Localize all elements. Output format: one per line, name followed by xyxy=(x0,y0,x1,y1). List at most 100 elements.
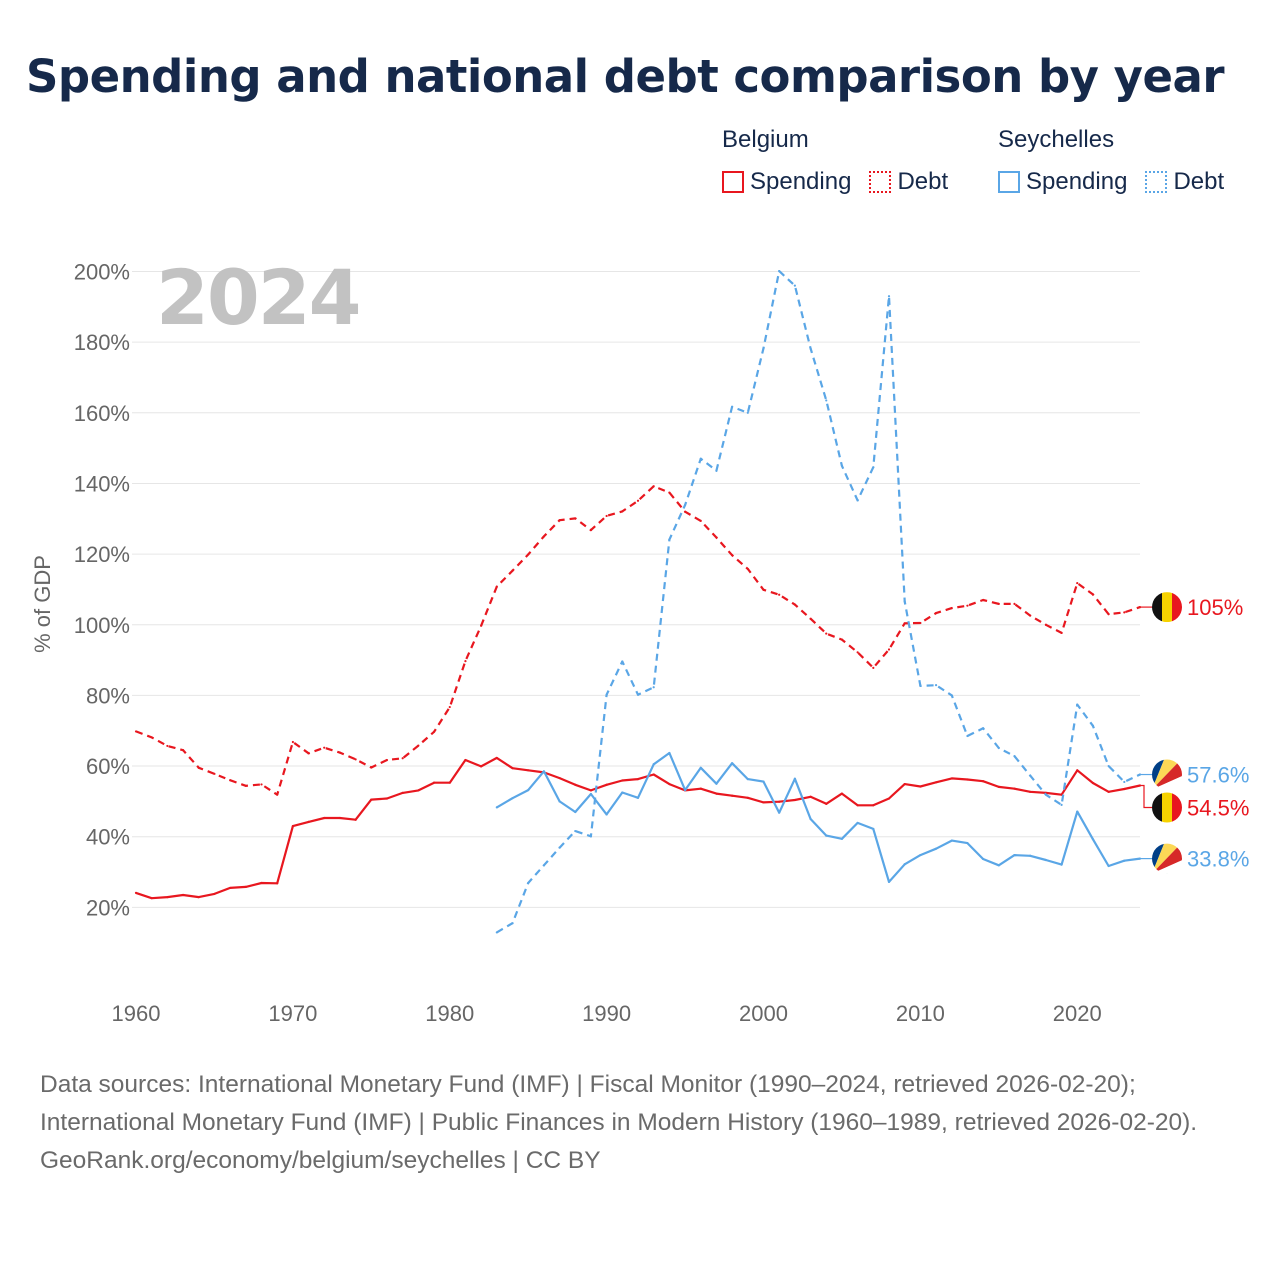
belgium-debt-point xyxy=(417,744,420,747)
belgium-spending-point xyxy=(307,820,310,823)
y-tick-label: 160% xyxy=(74,401,130,426)
belgium-spending-point xyxy=(715,792,718,795)
belgium-spending-point xyxy=(480,765,483,768)
seychelles-debt-point xyxy=(621,660,624,663)
belgium-spending-point xyxy=(244,885,247,888)
belgium-spending-point xyxy=(338,816,342,820)
belgium-spending-point xyxy=(150,897,153,900)
seychelles-spending-point xyxy=(997,864,1000,867)
belgium-spending-point xyxy=(291,825,294,828)
belgium-debt-point xyxy=(260,783,263,786)
seychelles-spending-point xyxy=(778,811,781,814)
seychelles-debt-point xyxy=(652,686,655,689)
seychelles-spending-point xyxy=(1107,864,1110,868)
belgium-debt-point xyxy=(338,751,342,754)
belgium-spending-point xyxy=(1076,769,1079,772)
seychelles-spending-point xyxy=(605,813,608,816)
belgium-spending-point xyxy=(370,798,373,801)
belgium-debt-point xyxy=(401,757,404,760)
seychelles-spending-point xyxy=(1060,863,1063,866)
belgium-spending-point xyxy=(934,781,938,784)
seychelles-spending-line xyxy=(496,751,1141,883)
seychelles-spending-end-label: 33.8% xyxy=(1187,847,1249,872)
belgium-spending-point xyxy=(276,882,279,885)
y-tick-label: 180% xyxy=(74,330,130,355)
seychelles-debt-point xyxy=(746,411,749,414)
x-tick-label: 1990 xyxy=(582,1001,631,1026)
belgium-spending-point xyxy=(574,783,577,786)
belgium-debt-point xyxy=(934,611,938,615)
seychelles-debt-point xyxy=(511,922,514,925)
belgium-debt-point xyxy=(1091,593,1095,596)
legend-item-seychelles-spending[interactable]: Spending xyxy=(998,168,1127,196)
belgium-spending-point xyxy=(699,787,702,790)
belgium-debt-point xyxy=(1107,613,1110,616)
seychelles-spending-point xyxy=(872,827,875,831)
seychelles-debt-point xyxy=(950,694,953,697)
seychelles-spending-point xyxy=(793,777,796,780)
belgium-debt-point xyxy=(919,621,922,625)
belgium-spending-point xyxy=(1013,787,1016,790)
belgium-debt-line xyxy=(135,485,1141,796)
belgium-spending-point xyxy=(1123,787,1126,791)
belgium-debt-point xyxy=(432,730,436,733)
footer: Data sources: International Monetary Fun… xyxy=(40,1066,1240,1180)
seychelles-spending-points xyxy=(495,751,1142,884)
seychelles-debt-point xyxy=(872,466,875,469)
legend-item-belgium-debt[interactable]: Debt xyxy=(869,168,948,196)
belgium-spending-point xyxy=(731,794,734,797)
seychelles-spending-point xyxy=(1123,859,1126,862)
seychelles-debt-point xyxy=(997,746,1000,750)
seychelles-debt-point xyxy=(903,600,906,603)
seychelles-spending-point xyxy=(699,766,702,769)
belgium-debt-point xyxy=(746,567,749,571)
seychelles-debt-point xyxy=(636,693,640,696)
belgium-debt-point xyxy=(778,593,781,596)
seychelles-debt-point xyxy=(1013,755,1016,758)
belgium-debt-point xyxy=(307,752,310,755)
belgium-spending-point xyxy=(464,758,467,762)
seychelles-spending-point xyxy=(934,847,938,850)
seychelles-debt-point xyxy=(527,881,530,885)
belgium-debt-end-label: 105% xyxy=(1187,595,1243,620)
belgium-debt-point xyxy=(825,632,828,635)
belgium-spending-point xyxy=(448,781,451,784)
legend-label: Debt xyxy=(1173,168,1225,195)
seychelles-spending-point xyxy=(574,810,577,814)
belgium-debt-point xyxy=(699,519,702,522)
belgium-debt-point xyxy=(354,758,357,761)
attribution-link[interactable]: GeoRank.org/economy/belgium/seychelles |… xyxy=(40,1147,601,1174)
seychelles-spending-point xyxy=(903,863,906,866)
line-chart: 20% 40% 60% 80% 100% 120% 140% 160% 180% 200% 1960… xyxy=(30,253,1249,1026)
seychelles-flag-icon xyxy=(1152,759,1182,790)
seychelles-spending-point xyxy=(652,763,655,766)
belgium-debt-point xyxy=(950,607,953,610)
seychelles-debt-point xyxy=(1029,774,1032,777)
belgium-spending-point xyxy=(558,776,561,780)
seychelles-debt-point xyxy=(1123,780,1126,784)
belgium-debt-point xyxy=(589,528,593,532)
seychelles-debt-point xyxy=(982,727,985,730)
belgium-debt-point xyxy=(1029,614,1032,617)
seychelles-spending-point xyxy=(589,792,593,796)
legend-item-belgium-spending[interactable]: Spending xyxy=(722,168,851,196)
belgium-spending-point xyxy=(903,782,906,786)
belgium-debt-point xyxy=(558,519,561,522)
belgium-debt-point xyxy=(887,648,891,651)
belgium-debt-point xyxy=(762,588,765,591)
belgium-spending-point xyxy=(197,896,200,899)
belgium-debt-point xyxy=(166,744,169,748)
seychelles-debt-point xyxy=(683,503,687,507)
belgium-debt-point xyxy=(715,536,718,539)
belgium-debt-point xyxy=(982,598,985,602)
legend-item-seychelles-debt[interactable]: Debt xyxy=(1145,168,1224,196)
belgium-debt-points xyxy=(134,485,1142,796)
belgium-spending-point xyxy=(229,886,232,890)
belgium-debt-point xyxy=(480,624,483,627)
x-tick-label: 1960 xyxy=(112,1001,161,1026)
seychelles-debt-point xyxy=(668,538,671,541)
legend-swatch-dotted xyxy=(869,171,892,193)
belgium-spending-point xyxy=(181,893,185,897)
belgium-spending-point xyxy=(982,780,985,783)
seychelles-spending-point xyxy=(1013,853,1016,857)
